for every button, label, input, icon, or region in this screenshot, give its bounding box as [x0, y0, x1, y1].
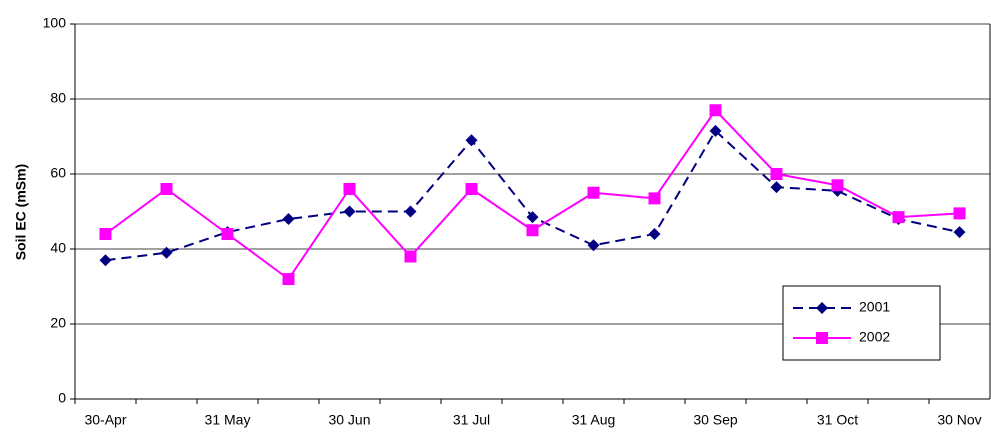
data-point — [404, 250, 417, 263]
series-line — [105, 129, 960, 262]
y-axis-label: Soil EC (mSm) — [13, 164, 29, 260]
legend-label: 2001 — [859, 299, 890, 315]
data-point — [404, 205, 417, 218]
data-point — [160, 183, 173, 195]
data-point — [343, 183, 356, 195]
data-point — [587, 239, 600, 252]
data-point — [282, 213, 295, 225]
data-point — [709, 124, 722, 137]
y-tick-label: 100 — [43, 15, 67, 31]
data-point — [343, 205, 356, 218]
x-tick-label: 31 Aug — [572, 412, 616, 428]
data-point — [282, 273, 295, 285]
data-point — [770, 181, 783, 194]
data-point — [770, 168, 783, 180]
legend-box — [782, 285, 941, 361]
data-point — [526, 211, 539, 224]
data-point — [648, 228, 661, 240]
data-point — [99, 228, 112, 240]
data-point — [892, 211, 905, 224]
x-tick-label: 30 Nov — [937, 412, 981, 428]
data-point — [831, 179, 844, 192]
legend-marker — [816, 302, 828, 314]
y-tick-label: 60 — [50, 165, 66, 181]
x-tick-label: 30 Jun — [328, 412, 370, 428]
x-tick-label: 31 Jul — [453, 412, 490, 428]
x-tick-label: 30 Sep — [693, 412, 738, 428]
data-point — [648, 192, 661, 205]
data-point — [526, 224, 539, 237]
y-tick-label: 20 — [50, 315, 66, 331]
x-tick-label: 31 May — [205, 412, 251, 428]
x-tick-label: 31 Oct — [817, 412, 858, 428]
data-point — [465, 183, 478, 195]
series-line — [104, 108, 960, 281]
legend-label: 2002 — [859, 329, 890, 345]
y-tick-label: 40 — [50, 240, 66, 256]
data-point — [953, 207, 966, 220]
data-point — [160, 246, 173, 259]
data-point — [221, 228, 234, 240]
y-tick-label: 80 — [50, 90, 66, 106]
data-point — [709, 104, 722, 117]
data-point — [465, 134, 478, 147]
data-point — [99, 254, 112, 267]
legend-marker — [816, 332, 828, 344]
y-tick-label: 0 — [58, 390, 66, 406]
data-point — [953, 226, 966, 239]
x-tick-label: 30-Apr — [84, 412, 126, 428]
data-point — [587, 186, 600, 199]
